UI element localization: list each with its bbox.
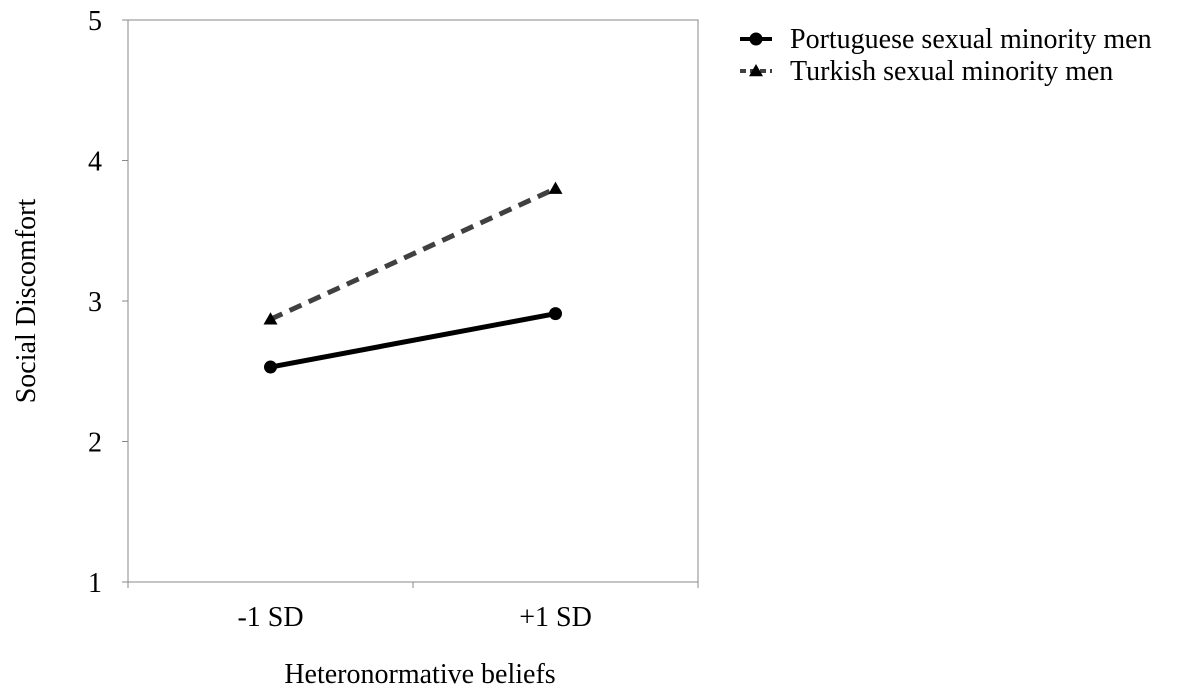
y-axis-label: Social Discomfort — [11, 199, 42, 404]
y-tick-label: 4 — [88, 147, 102, 178]
plot-area — [127, 19, 699, 583]
x-tick-label: -1 SD — [237, 602, 303, 633]
data-point-portuguese-sexual-minority-men — [549, 307, 562, 321]
y-tick-label: 2 — [88, 428, 102, 459]
data-point-turkish-sexual-minority-men — [263, 312, 278, 325]
y-tick-label: 3 — [88, 287, 102, 318]
y-axis-ticks: 1 2 3 4 5 — [88, 6, 128, 599]
legend-marker-turkish-sexual-minority-men — [749, 64, 763, 77]
x-axis-ticks: -1 SD +1 SD — [127, 582, 699, 633]
series-layer — [263, 181, 563, 374]
x-tick-label: +1 SD — [519, 602, 592, 633]
data-point-portuguese-sexual-minority-men — [264, 360, 277, 374]
legend-label-portuguese-sexual-minority-men: Portuguese sexual minority men — [790, 24, 1152, 55]
y-tick-label: 5 — [88, 6, 102, 37]
x-axis-label: Heteronormative beliefs — [284, 659, 555, 688]
legend-marker-portuguese-sexual-minority-men — [749, 32, 763, 46]
series-line-portuguese-sexual-minority-men — [270, 311, 556, 370]
legend-label-turkish-sexual-minority-men: Turkish sexual minority men — [790, 56, 1113, 87]
y-tick-label: 1 — [88, 568, 102, 599]
data-point-turkish-sexual-minority-men — [548, 181, 563, 194]
series-line-turkish-sexual-minority-men — [269, 186, 557, 322]
